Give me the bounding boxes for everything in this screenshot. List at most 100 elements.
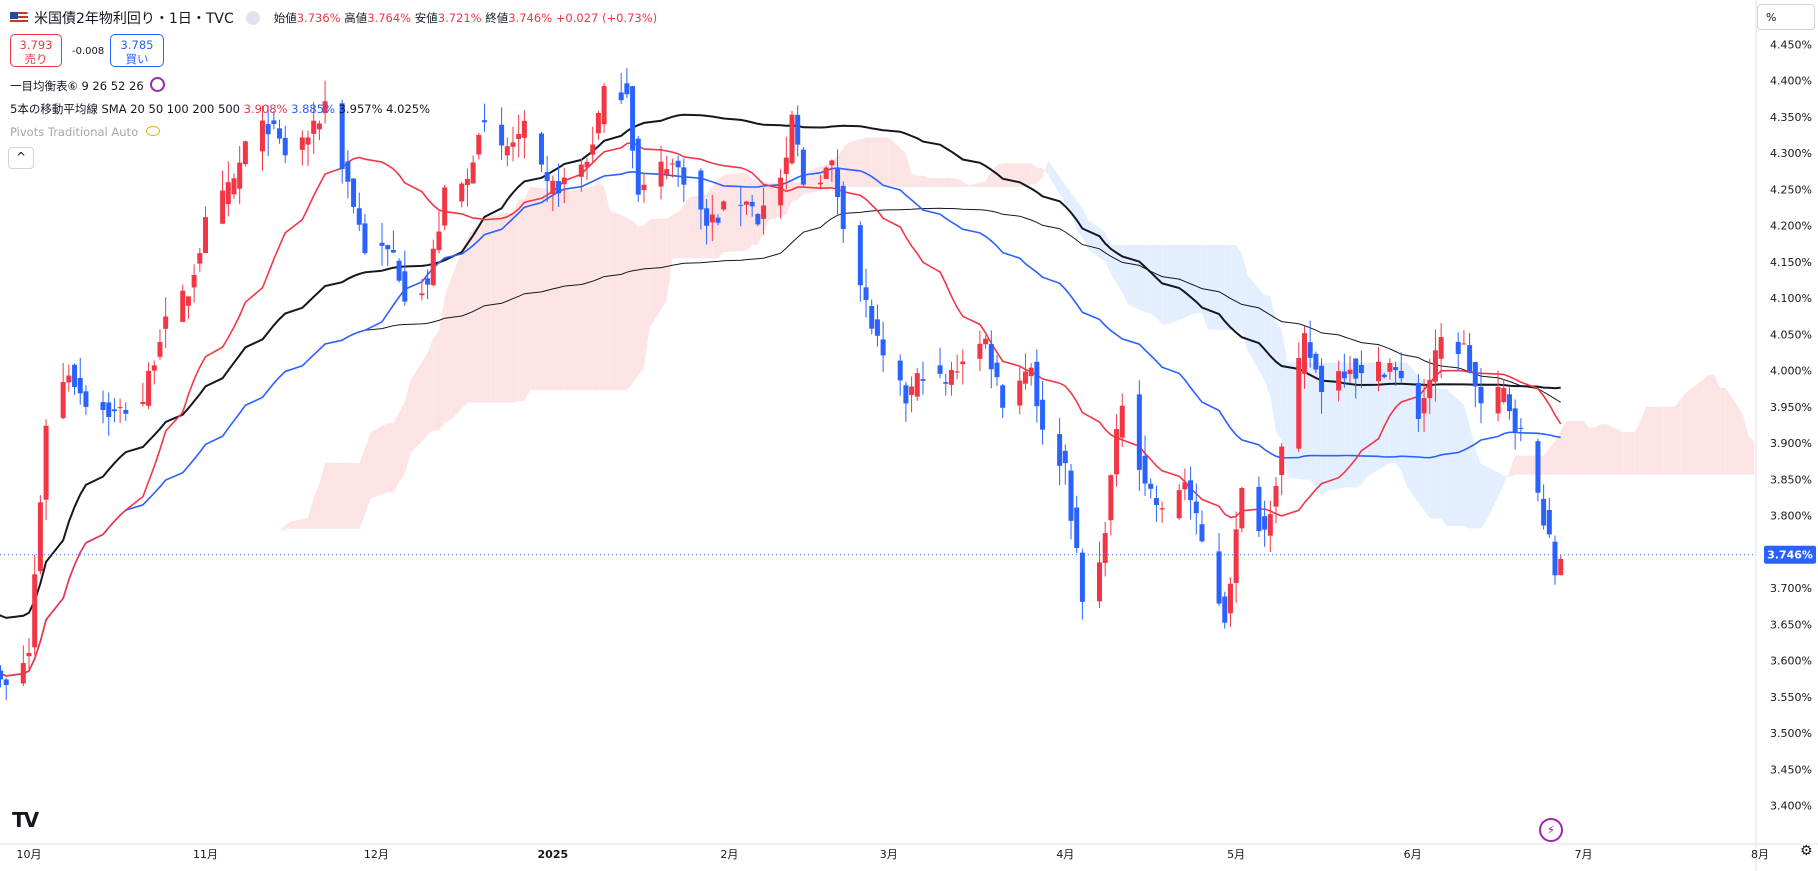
candle-body xyxy=(914,373,920,397)
ichimoku-cloud-segment xyxy=(1708,374,1715,475)
ichimoku-cloud-segment xyxy=(712,180,718,259)
candle-body xyxy=(1057,434,1063,466)
ichimoku-cloud-segment xyxy=(797,182,804,200)
ichimoku-cloud-segment xyxy=(450,237,468,421)
sma100-value: 3.957% xyxy=(338,102,383,116)
candle-body xyxy=(362,223,368,254)
ichimoku-cloud-segment xyxy=(917,175,923,187)
candle-body xyxy=(123,409,129,414)
more-menu-icon[interactable] xyxy=(245,11,260,25)
candle-body xyxy=(817,182,823,185)
ichimoku-cloud-segment xyxy=(1663,406,1669,475)
ichimoku-cloud-segment xyxy=(1714,374,1721,475)
candle-body xyxy=(1079,552,1085,602)
sell-button[interactable]: 3.793 売り xyxy=(10,34,62,67)
refresh-icon[interactable] xyxy=(149,77,165,92)
ichimoku-cloud-segment xyxy=(370,423,388,499)
tradingview-logo[interactable]: TV xyxy=(12,808,39,832)
candle-body xyxy=(1421,398,1427,414)
ichimoku-cloud-segment xyxy=(467,229,474,403)
ichimoku-cloud-segment xyxy=(689,194,707,259)
candle-body xyxy=(157,342,163,357)
gear-icon[interactable]: ⚙ xyxy=(1800,843,1813,859)
candle-body xyxy=(977,343,983,359)
ichimoku-cloud-segment xyxy=(666,215,673,301)
candle-body xyxy=(1096,562,1102,602)
current-price-badge xyxy=(1764,545,1816,564)
x-tick-label: 12月 xyxy=(364,848,389,861)
scale-unit-button[interactable]: % xyxy=(1757,4,1815,30)
candle-body xyxy=(1034,361,1040,407)
candle-body xyxy=(1336,371,1342,391)
ichimoku-cloud-segment xyxy=(1549,441,1556,475)
candle-body xyxy=(203,217,209,253)
candle-body xyxy=(20,663,26,684)
ichimoku-cloud-segment xyxy=(1674,399,1681,475)
candle-body xyxy=(146,370,152,406)
candle-body xyxy=(111,409,117,412)
candle-body xyxy=(994,362,1000,378)
candle-body xyxy=(869,306,875,329)
ichimoku-cloud-segment xyxy=(1025,163,1032,187)
candle-body xyxy=(476,134,482,155)
symbol-title[interactable]: 米国債2年物利回り・1日・TVC xyxy=(34,11,234,27)
candle-body xyxy=(100,402,106,410)
ichimoku-cloud-segment xyxy=(592,182,599,391)
ichimoku-cloud-segment xyxy=(188,663,195,665)
ichimoku-cloud-segment xyxy=(1201,244,1208,330)
candle-body xyxy=(743,201,749,205)
close-value: 3.746% xyxy=(508,11,553,25)
candle-body xyxy=(761,205,767,219)
hidden-eye-icon[interactable] xyxy=(146,126,161,136)
ichimoku-cloud-segment xyxy=(757,180,764,245)
legend-sma[interactable]: 5本の移動平均線 SMA 20 50 100 200 500 3.908% 3.… xyxy=(10,101,430,117)
candle-body xyxy=(561,177,567,185)
ichimoku-cloud-segment xyxy=(552,189,559,391)
candle-body xyxy=(1074,507,1080,549)
ichimoku-cloud-segment xyxy=(1720,387,1726,475)
candle-body xyxy=(635,138,641,195)
candle-body xyxy=(903,385,909,404)
y-tick-label: 4.250% xyxy=(1770,183,1812,196)
ichimoku-cloud-segment xyxy=(1002,163,1009,187)
ichimoku-cloud-segment xyxy=(1076,201,1083,238)
ichimoku-cloud-segment xyxy=(484,215,491,403)
candle-body xyxy=(185,296,191,306)
candle-body xyxy=(140,401,146,405)
candle-body xyxy=(1353,358,1359,379)
candle-body xyxy=(857,225,863,286)
ichimoku-cloud-segment xyxy=(1184,244,1191,318)
candle-body xyxy=(795,114,801,145)
candle-body xyxy=(1262,516,1268,530)
legend-pivots[interactable]: Pivots Traditional Auto xyxy=(10,125,161,139)
ichimoku-cloud-segment xyxy=(438,297,445,431)
y-tick-label: 4.300% xyxy=(1770,147,1812,160)
lightning-icon[interactable]: ⚡ xyxy=(1539,818,1563,842)
ichimoku-cloud-segment xyxy=(1486,466,1504,521)
ichimoku-cloud-segment xyxy=(911,173,918,187)
ichimoku-cloud-segment xyxy=(393,412,400,493)
ichimoku-cloud-segment xyxy=(387,423,394,493)
ichimoku-cloud-segment xyxy=(1703,374,1709,475)
candle-body xyxy=(356,208,362,225)
candle-body xyxy=(960,361,966,365)
candle-body xyxy=(1222,596,1228,623)
ohlc-readout: 始値3.736% 高値3.764% 安値3.721% 終値3.746% +0.0… xyxy=(274,10,657,26)
collapse-legend-button[interactable]: ^ xyxy=(8,147,34,169)
ichimoku-cloud-segment xyxy=(518,199,525,401)
ichimoku-cloud-segment xyxy=(1441,389,1447,527)
candle-body xyxy=(180,290,186,322)
candle-body xyxy=(738,204,744,206)
ichimoku-cloud-segment xyxy=(1589,427,1595,475)
ichimoku-cloud-segment xyxy=(1367,362,1385,477)
chart-header: 米国債2年物利回り・1日・TVC 始値3.736% 高値3.764% 安値3.7… xyxy=(10,8,657,28)
candle-body xyxy=(390,249,396,253)
candle-body xyxy=(1216,551,1222,604)
candle-body xyxy=(316,123,322,130)
ichimoku-cloud-segment xyxy=(239,597,246,628)
ichimoku-cloud-segment xyxy=(507,212,513,403)
legend-ichimoku[interactable]: 一目均衡表⑥ 9 26 52 26 xyxy=(10,77,165,94)
buy-button[interactable]: 3.785 買い xyxy=(110,34,164,67)
ichimoku-cloud-segment xyxy=(1480,464,1487,529)
